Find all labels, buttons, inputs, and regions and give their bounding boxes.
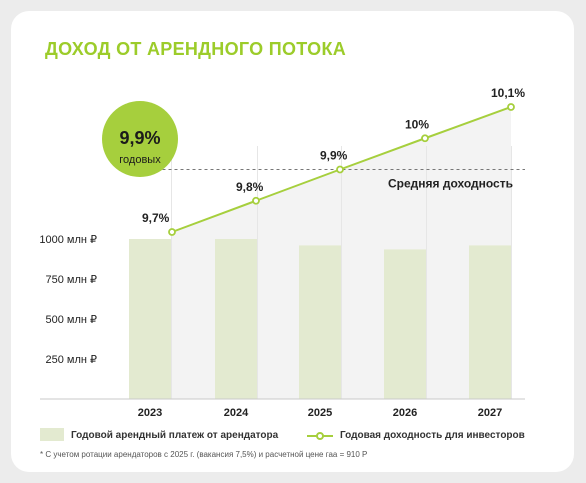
badge-layer: 9,9% годовых [102,101,178,177]
yield-label-2024: 9,8% [236,180,264,194]
yield-label-2023: 9,7% [142,211,170,225]
legend-bar-swatch [40,428,64,441]
axis-layer: 250 млн ₽ 500 млн ₽ 750 млн ₽ 1000 млн ₽ 202… [39,234,525,419]
y-tick-label: 1000 млн ₽ [39,234,97,246]
bar-2027 [469,245,511,399]
y-tick-label: 500 млн ₽ [45,314,97,326]
footnote: * С учетом ротации арендаторов с 2025 г.… [40,450,368,459]
line-layer: 9,7% 9,8% 9,9% 10% 10,1% [142,86,525,236]
bar-2026 [384,249,426,399]
x-tick-label: 2027 [478,407,502,419]
legend-line-label: Годовая доходность для инвесторов [340,430,525,441]
bar-layer [129,239,511,399]
x-tick-label: 2024 [224,407,249,419]
x-tick-label: 2026 [393,407,417,419]
y-tick-label: 250 млн ₽ [45,354,97,366]
average-label: Средняя доходность [388,177,513,191]
yield-label-2026: 10% [405,117,429,131]
x-tick-label: 2023 [138,407,162,419]
bar-2025 [299,245,341,399]
legend-bar-label: Годовой арендный платеж от арендатора [71,430,279,441]
chart-title: ДОХОД ОТ АРЕНДНОГО ПОТОКА [45,39,347,59]
yield-point-2025 [336,165,344,174]
column-divider [341,146,342,399]
yield-point-2024 [252,196,260,205]
yield-label-2025: 9,9% [320,149,348,163]
column-divider [426,146,427,399]
bar-2024 [215,239,257,399]
yield-badge-circle [102,101,178,177]
column-divider [511,146,512,399]
yield-label-2027: 10,1% [491,86,525,100]
y-tick-label: 750 млн ₽ [45,274,97,286]
yield-badge-label: годовых [119,154,161,166]
column-divider [171,146,172,399]
x-tick-label: 2025 [308,407,332,419]
legend-line-swatch [307,432,333,440]
yield-point-2026 [421,134,429,143]
yield-badge-value: 9,9% [119,128,160,148]
bar-2023 [129,239,171,399]
column-divider [257,146,258,399]
yield-point-2027 [507,103,515,111]
yield-point-2023 [168,228,176,236]
